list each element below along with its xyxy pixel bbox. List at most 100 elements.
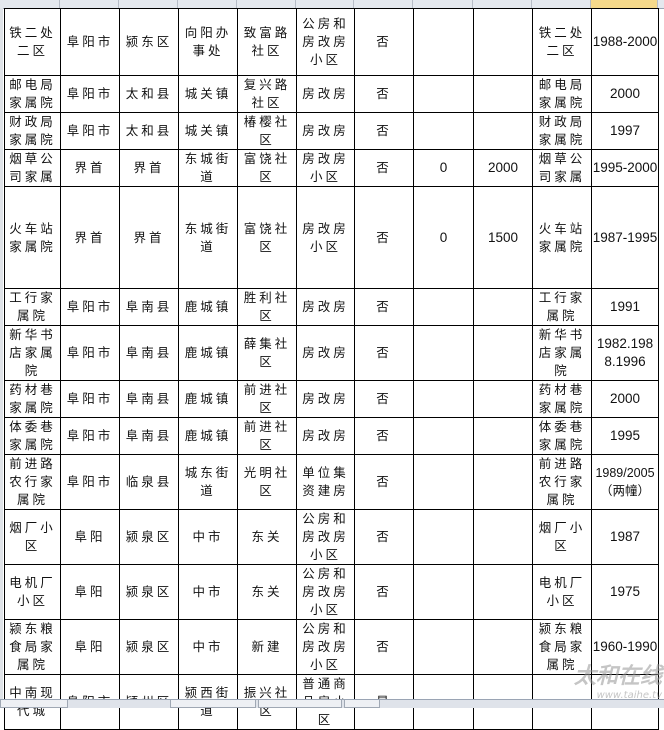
cell[interactable]: 邮电局家属院 <box>532 75 592 113</box>
column-header[interactable] <box>354 0 413 8</box>
cell[interactable]: 胜利社区 <box>237 288 297 326</box>
cell[interactable] <box>473 417 533 455</box>
cell[interactable]: 火车站家属院 <box>4 186 61 289</box>
cell[interactable]: 公房和房改房小区 <box>296 8 355 76</box>
cell[interactable]: 否 <box>354 112 414 150</box>
cell[interactable]: 公房和房改房小区 <box>296 564 355 620</box>
cell[interactable]: 颍东粮食局家属院 <box>532 619 592 675</box>
cell[interactable]: 单位集资建房 <box>296 454 355 510</box>
cell[interactable]: 太和县 <box>119 75 179 113</box>
cell[interactable] <box>473 112 533 150</box>
cell[interactable]: 烟草公司家属 <box>4 149 61 187</box>
cell[interactable]: 烟厂小区 <box>532 509 592 565</box>
cell[interactable]: 1982.1988.1996 <box>591 325 659 381</box>
cell[interactable]: 否 <box>354 509 414 565</box>
cell[interactable] <box>473 380 533 418</box>
cell[interactable]: 房改房 <box>296 325 355 381</box>
cell[interactable]: 阜阳 <box>60 619 120 675</box>
cell[interactable]: 1995 <box>591 417 659 455</box>
cell[interactable]: 铁二处二区 <box>4 8 61 76</box>
column-header[interactable] <box>413 0 473 8</box>
cell[interactable]: 1997 <box>591 112 659 150</box>
cell[interactable] <box>413 454 474 510</box>
cell[interactable]: 否 <box>354 619 414 675</box>
cell[interactable]: 公房和房改房小区 <box>296 509 355 565</box>
cell[interactable]: 1987 <box>591 509 659 565</box>
cell[interactable] <box>473 509 533 565</box>
cell[interactable]: 阜阳市 <box>60 454 120 510</box>
cell[interactable]: 界首 <box>60 186 120 289</box>
column-header[interactable] <box>237 0 296 8</box>
cell[interactable]: 富饶社区 <box>237 149 297 187</box>
cell[interactable] <box>413 288 474 326</box>
cell[interactable]: 1988-2000 <box>591 8 659 76</box>
cell[interactable]: 致富路社区 <box>237 8 297 76</box>
cell[interactable]: 东城街道 <box>178 149 238 187</box>
cell[interactable] <box>473 564 533 620</box>
cell[interactable]: 阜阳市 <box>60 112 120 150</box>
cell[interactable] <box>413 619 474 675</box>
cell[interactable]: 阜阳市 <box>60 380 120 418</box>
cell[interactable]: 否 <box>354 380 414 418</box>
cell[interactable] <box>473 454 533 510</box>
cell[interactable]: 工行家属院 <box>532 288 592 326</box>
cell[interactable]: 铁二处二区 <box>532 8 592 76</box>
cell[interactable]: 工行家属院 <box>4 288 61 326</box>
cell[interactable]: 房改房 <box>296 112 355 150</box>
column-header[interactable] <box>178 0 237 8</box>
cell[interactable]: 阜南县 <box>119 380 179 418</box>
cell[interactable]: 否 <box>354 454 414 510</box>
column-header[interactable] <box>591 0 658 8</box>
cell[interactable]: 颍泉区 <box>119 564 179 620</box>
cell[interactable]: 阜阳市 <box>60 417 120 455</box>
cell[interactable]: 药材巷家属院 <box>4 380 61 418</box>
cell[interactable] <box>413 380 474 418</box>
cell[interactable]: 东城街道 <box>178 186 238 289</box>
cell[interactable]: 房改房 <box>296 75 355 113</box>
column-header[interactable] <box>4 0 60 8</box>
cell[interactable]: 0 <box>413 149 474 187</box>
cell[interactable]: 财政局家属院 <box>4 112 61 150</box>
cell[interactable] <box>413 417 474 455</box>
cell[interactable]: 光明社区 <box>237 454 297 510</box>
cell[interactable]: 鹿城镇 <box>178 288 238 326</box>
cell[interactable]: 临泉县 <box>119 454 179 510</box>
cell[interactable]: 否 <box>354 417 414 455</box>
cell[interactable]: 否 <box>354 75 414 113</box>
cell[interactable]: 火车站家属院 <box>532 186 592 289</box>
cell[interactable]: 阜阳 <box>60 564 120 620</box>
column-header[interactable] <box>473 0 532 8</box>
cell[interactable]: 2000 <box>591 75 659 113</box>
cell[interactable]: 阜阳 <box>60 509 120 565</box>
cell[interactable]: 城关镇 <box>178 75 238 113</box>
cell[interactable]: 东关 <box>237 509 297 565</box>
cell[interactable]: 阜阳市 <box>60 8 120 76</box>
cell[interactable]: 否 <box>354 186 414 289</box>
cell[interactable] <box>413 112 474 150</box>
cell[interactable]: 鹿城镇 <box>178 325 238 381</box>
cell[interactable]: 前进路农行家属院 <box>532 454 592 510</box>
cell[interactable] <box>413 8 474 76</box>
cell[interactable]: 中市 <box>178 509 238 565</box>
cell[interactable]: 房改房 <box>296 380 355 418</box>
cell[interactable]: 界首 <box>119 149 179 187</box>
cell[interactable]: 烟厂小区 <box>4 509 61 565</box>
cell[interactable]: 药材巷家属院 <box>532 380 592 418</box>
cell[interactable]: 中市 <box>178 619 238 675</box>
cell[interactable]: 财政局家属院 <box>532 112 592 150</box>
column-header[interactable] <box>296 0 354 8</box>
cell[interactable]: 否 <box>354 325 414 381</box>
cell[interactable]: 阜南县 <box>119 417 179 455</box>
cell[interactable] <box>413 509 474 565</box>
cell[interactable]: 房改房小区 <box>296 186 355 289</box>
cell[interactable] <box>473 619 533 675</box>
cell[interactable]: 体委巷家属院 <box>4 417 61 455</box>
cell[interactable] <box>413 325 474 381</box>
cell[interactable]: 1975 <box>591 564 659 620</box>
cell[interactable]: 阜南县 <box>119 325 179 381</box>
cell[interactable]: 鹿城镇 <box>178 417 238 455</box>
cell[interactable]: 薛集社区 <box>237 325 297 381</box>
cell[interactable]: 电机厂小区 <box>4 564 61 620</box>
cell[interactable]: 颍泉区 <box>119 619 179 675</box>
cell[interactable]: 阜南县 <box>119 288 179 326</box>
